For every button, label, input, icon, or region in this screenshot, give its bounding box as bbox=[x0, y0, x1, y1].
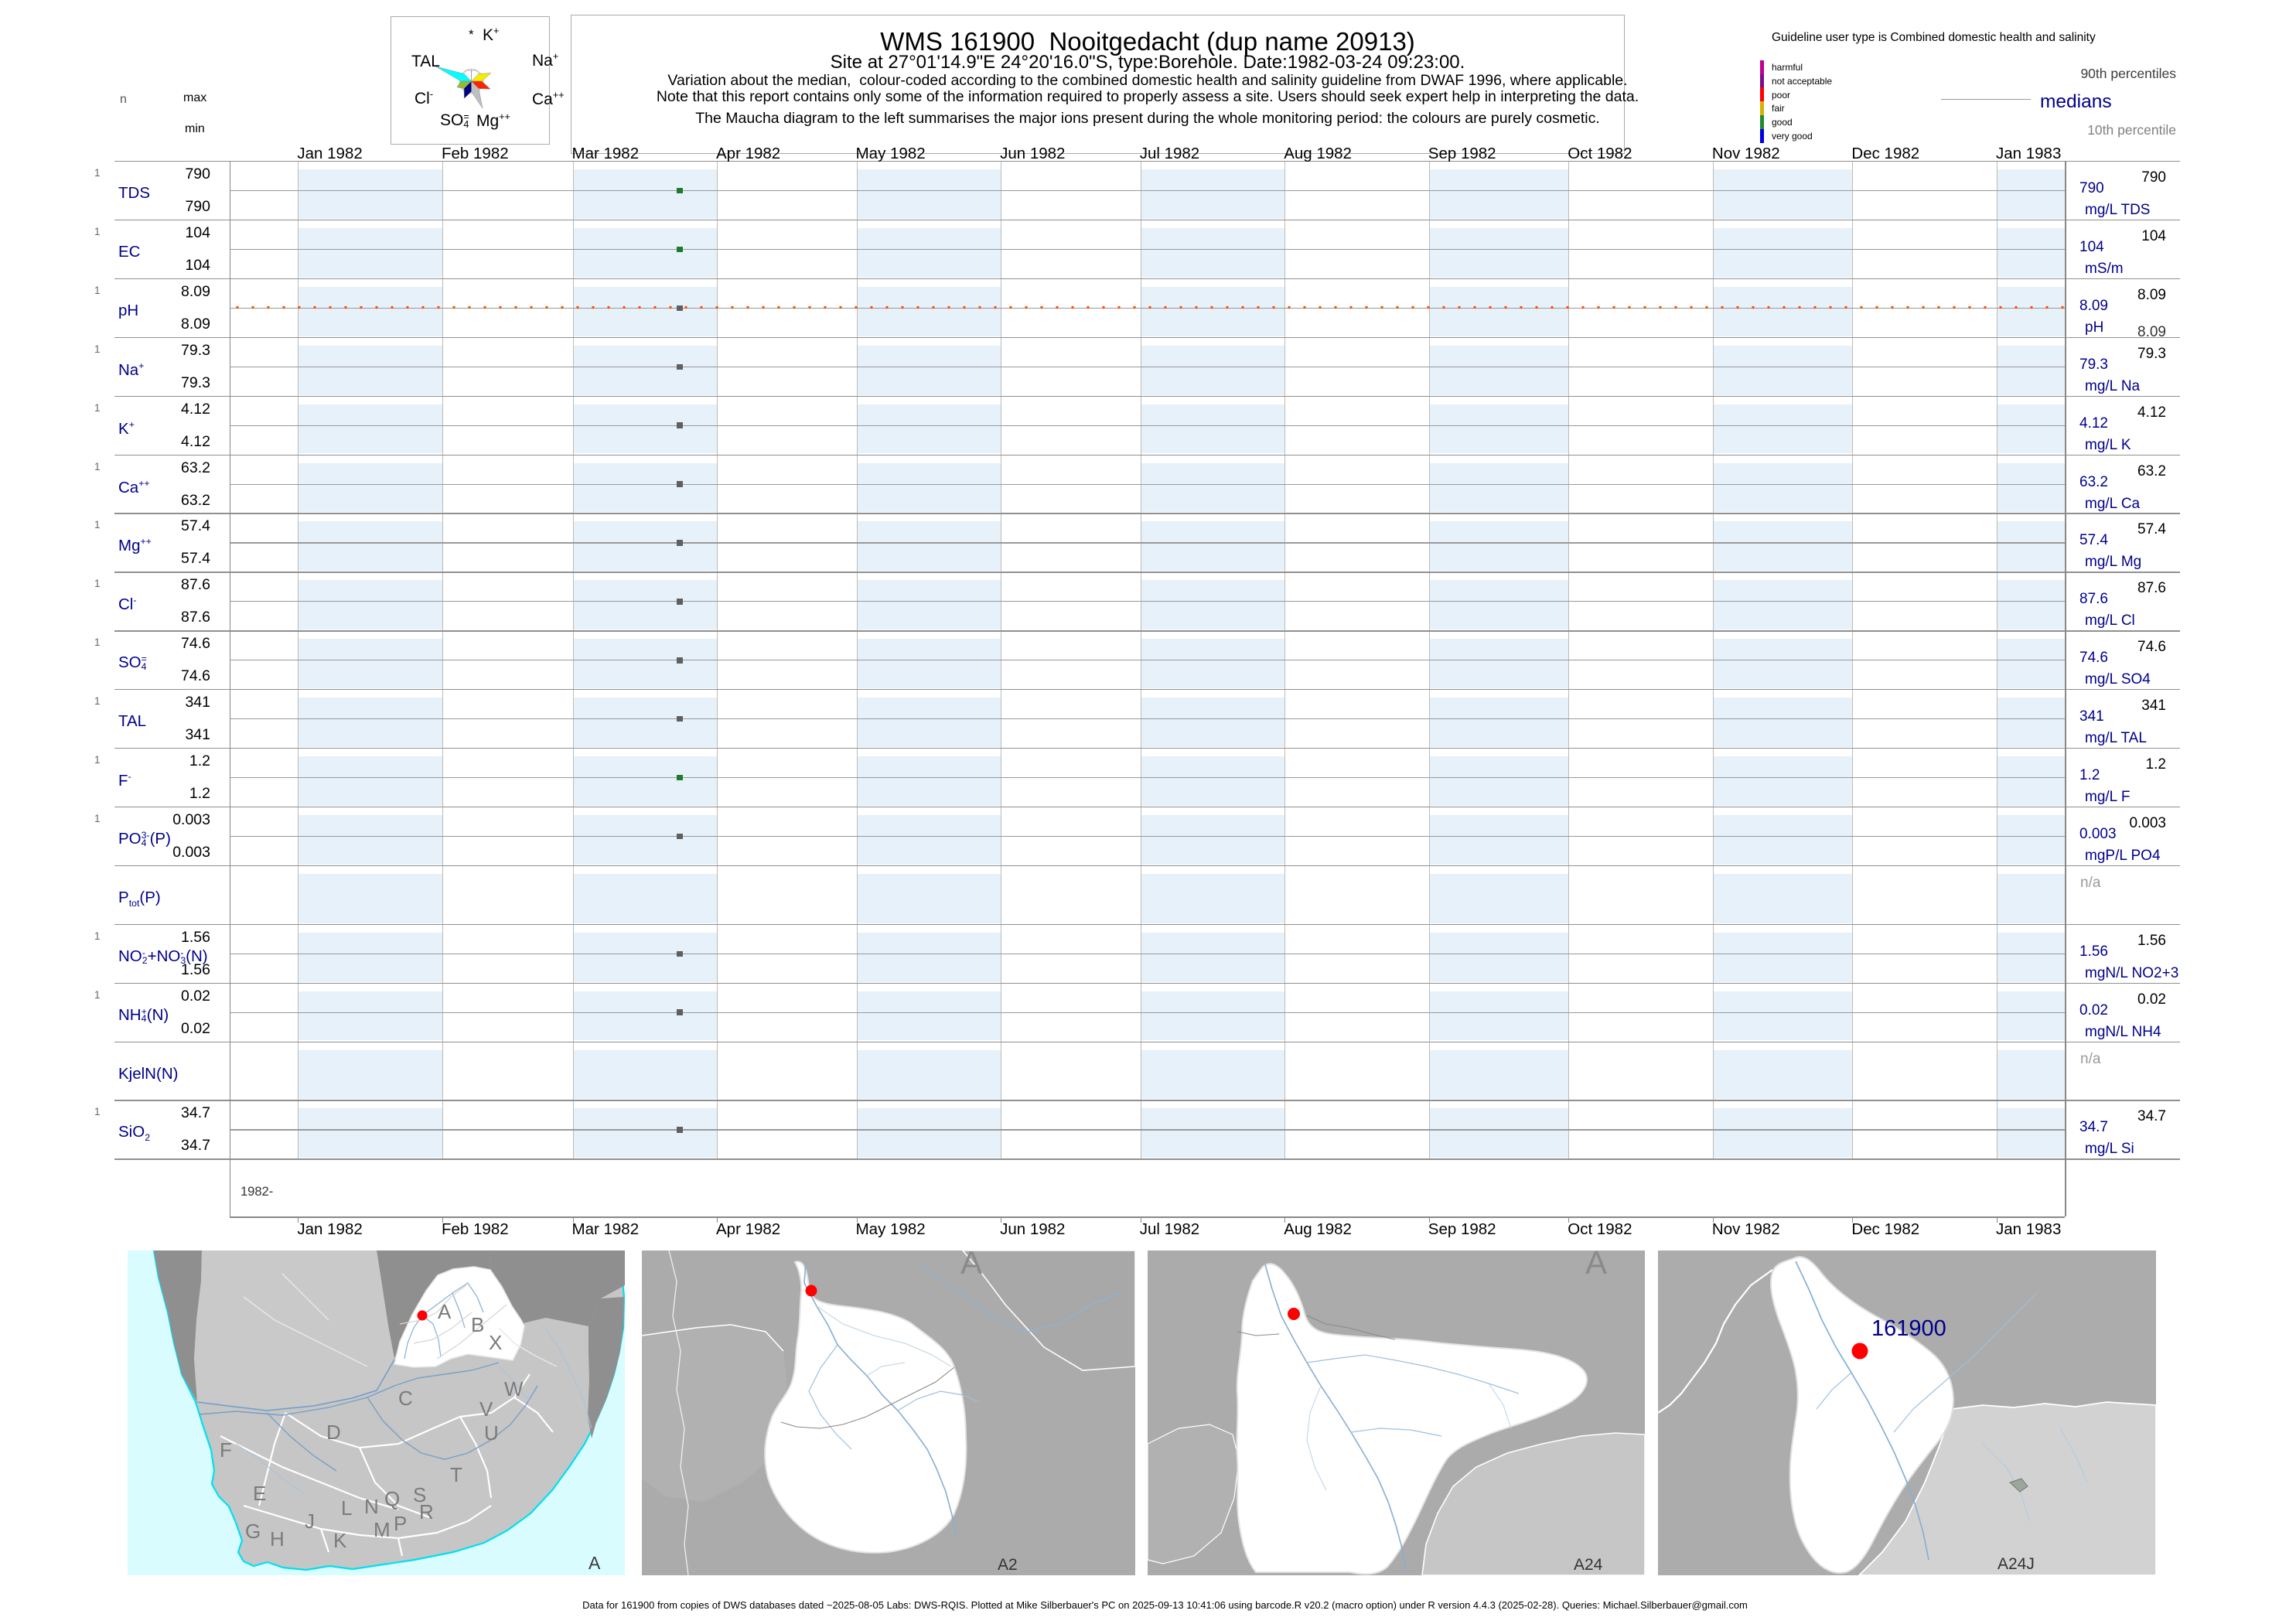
svg-text:X: X bbox=[489, 1331, 502, 1354]
svg-text:N: N bbox=[364, 1495, 379, 1518]
svg-text:T: T bbox=[450, 1463, 462, 1486]
svg-text:P: P bbox=[394, 1512, 407, 1535]
svg-text:161900: 161900 bbox=[1871, 1316, 1946, 1341]
svg-text:V: V bbox=[479, 1397, 493, 1421]
svg-text:F: F bbox=[220, 1438, 232, 1462]
svg-text:A: A bbox=[438, 1300, 452, 1323]
svg-text:U: U bbox=[484, 1421, 499, 1445]
svg-text:A24: A24 bbox=[1574, 1556, 1603, 1574]
svg-text:G: G bbox=[245, 1520, 261, 1543]
svg-text:L: L bbox=[341, 1496, 352, 1520]
svg-text:Q: Q bbox=[384, 1487, 400, 1510]
svg-text:W: W bbox=[504, 1377, 524, 1401]
svg-text:E: E bbox=[253, 1482, 266, 1505]
svg-text:D: D bbox=[326, 1421, 341, 1444]
svg-text:A: A bbox=[1585, 1250, 1607, 1281]
svg-text:K: K bbox=[333, 1529, 347, 1552]
svg-text:J: J bbox=[305, 1510, 315, 1533]
svg-text:C: C bbox=[398, 1387, 413, 1410]
svg-text:H: H bbox=[270, 1527, 285, 1551]
svg-text:S: S bbox=[413, 1483, 426, 1506]
svg-text:A24J: A24J bbox=[1997, 1555, 2035, 1573]
svg-text:M: M bbox=[374, 1518, 391, 1541]
svg-text:A: A bbox=[588, 1553, 601, 1573]
svg-text:R: R bbox=[419, 1500, 434, 1523]
svg-text:B: B bbox=[471, 1313, 484, 1336]
svg-text:A2: A2 bbox=[998, 1556, 1018, 1574]
svg-text:A: A bbox=[960, 1250, 982, 1281]
